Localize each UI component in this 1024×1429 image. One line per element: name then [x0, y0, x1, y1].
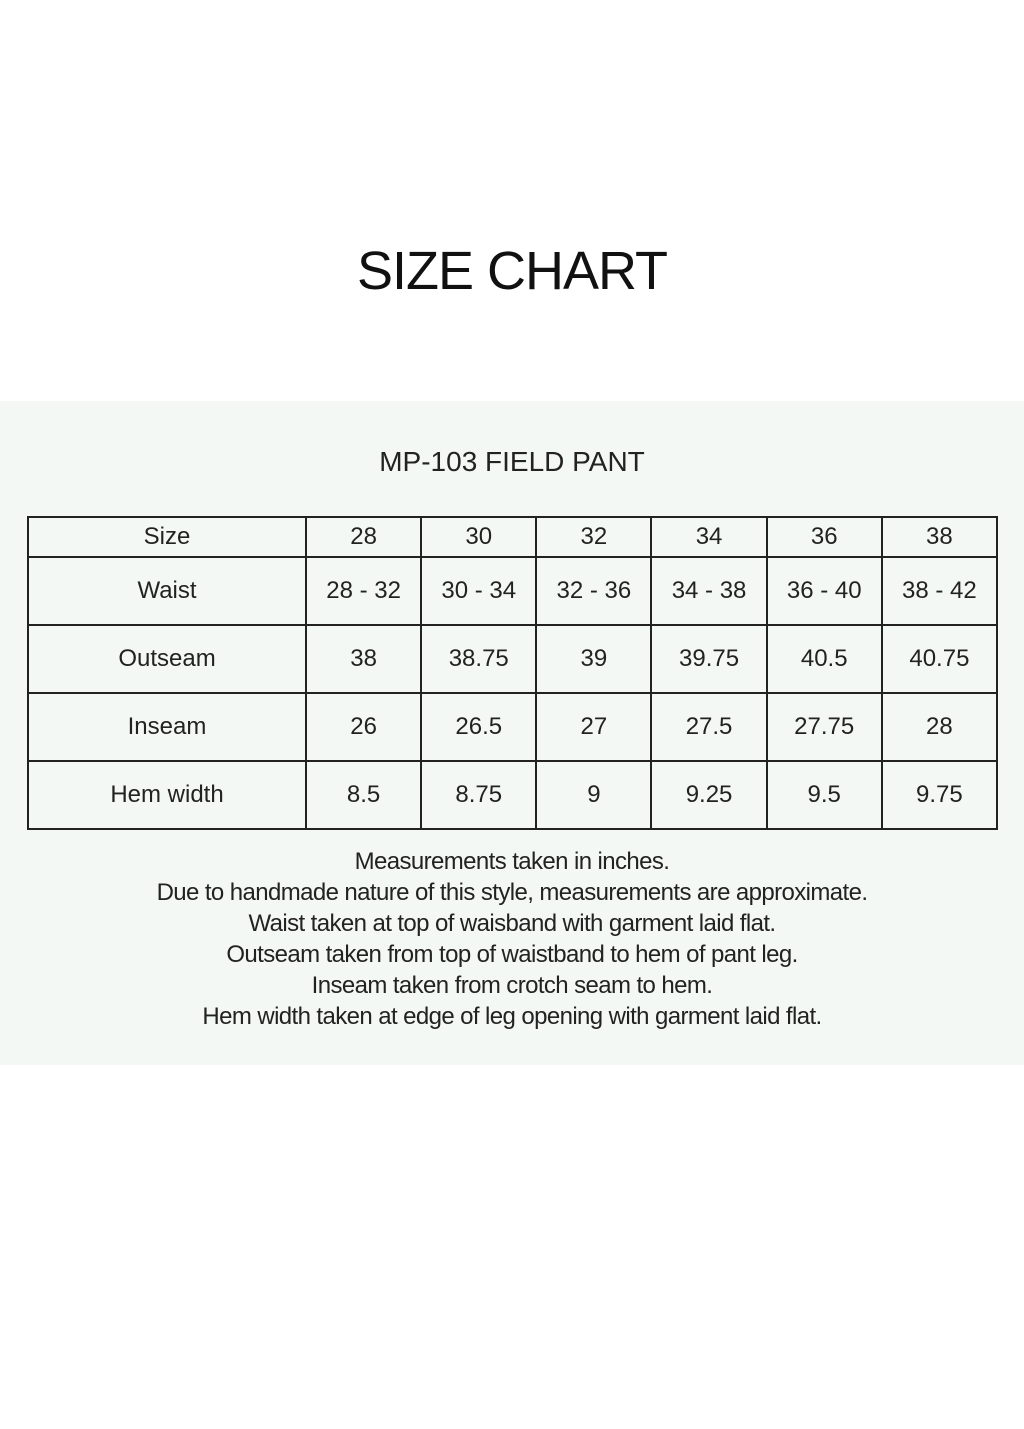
header-cell: Size [27, 516, 307, 558]
page-title: SIZE CHART [356, 241, 668, 301]
table-cell: 36 - 40 [765, 556, 883, 626]
note-line: Waist taken at top of waisband with garm… [248, 910, 777, 937]
table-cell: 27.5 [650, 692, 768, 762]
header-cell: 34 [650, 516, 768, 558]
note-line: Outseam taken from top of waistband to h… [226, 941, 798, 968]
table-row: Waist 28 - 32 30 - 34 32 - 36 34 - 38 36… [27, 556, 999, 626]
header-cell: 32 [535, 516, 653, 558]
table-cell: 28 [880, 692, 999, 762]
table-cell: 28 - 32 [304, 556, 423, 626]
note-line: Measurements taken in inches. [354, 848, 670, 875]
table-row: Inseam 26 26.5 27 27.5 27.75 28 [27, 692, 999, 762]
table-cell: 32 - 36 [535, 556, 653, 626]
note-line: Hem width taken at edge of leg opening w… [202, 1003, 822, 1030]
table-header-row: Size 28 30 32 34 36 38 [27, 516, 999, 558]
header-cell: 36 [765, 516, 883, 558]
header-cell: 30 [420, 516, 538, 558]
table-cell: 40.5 [765, 624, 883, 694]
table-cell: 27.75 [765, 692, 883, 762]
note-line: Inseam taken from crotch seam to hem. [311, 972, 713, 999]
table-cell: 9 [535, 760, 653, 830]
note-line: Due to handmade nature of this style, me… [156, 879, 868, 906]
table-cell: 26.5 [420, 692, 538, 762]
table-cell: 34 - 38 [650, 556, 768, 626]
measurement-notes: Measurements taken in inches. Due to han… [0, 846, 1024, 1032]
table-cell: 26 [304, 692, 423, 762]
table-cell: 8.5 [304, 760, 423, 830]
row-label: Outseam [27, 624, 307, 694]
table-cell: 9.25 [650, 760, 768, 830]
table-cell: 27 [535, 692, 653, 762]
table-cell: 39.75 [650, 624, 768, 694]
table-cell: 30 - 34 [420, 556, 538, 626]
row-label: Hem width [27, 760, 307, 830]
table-cell: 9.5 [765, 760, 883, 830]
header-cell: 38 [880, 516, 999, 558]
table-cell: 9.75 [880, 760, 999, 830]
product-title: MP-103 FIELD PANT [379, 446, 645, 477]
table-cell: 40.75 [880, 624, 999, 694]
table-row: Hem width 8.5 8.75 9 9.25 9.5 9.75 [27, 760, 999, 830]
row-label: Waist [27, 556, 307, 626]
table-cell: 38.75 [420, 624, 538, 694]
size-table: Size 28 30 32 34 36 38 Waist 28 - 32 30 … [27, 516, 999, 830]
row-label: Inseam [27, 692, 307, 762]
table-cell: 38 - 42 [880, 556, 999, 626]
header-cell: 28 [304, 516, 423, 558]
table-cell: 8.75 [420, 760, 538, 830]
table-cell: 39 [535, 624, 653, 694]
table-cell: 38 [304, 624, 423, 694]
table-row: Outseam 38 38.75 39 39.75 40.5 40.75 [27, 624, 999, 694]
